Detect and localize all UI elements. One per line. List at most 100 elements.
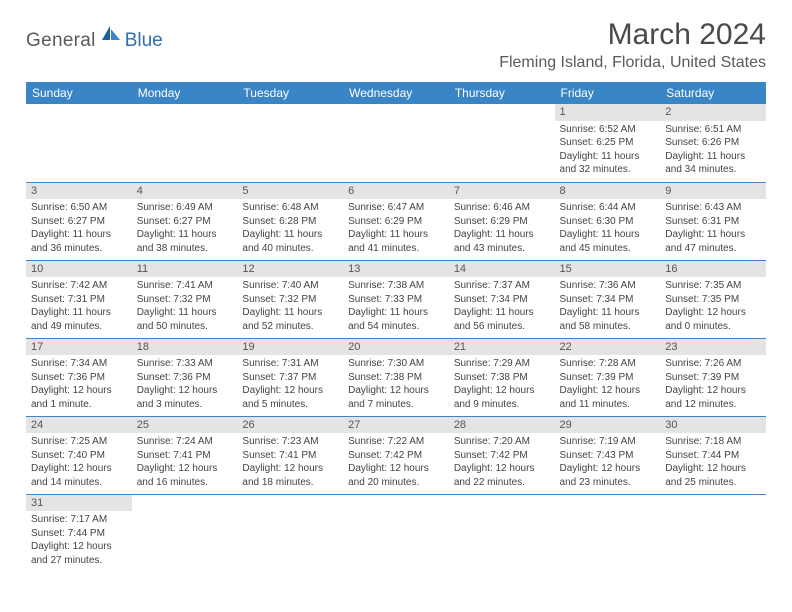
calendar-cell — [449, 494, 555, 572]
sunrise-text: Sunrise: 7:26 AM — [665, 357, 761, 371]
sunset-text: Sunset: 7:32 PM — [137, 293, 233, 307]
sunset-text: Sunset: 7:41 PM — [242, 449, 338, 463]
sunrise-text: Sunrise: 7:29 AM — [454, 357, 550, 371]
sail-icon — [100, 24, 122, 47]
day-number: 25 — [132, 417, 238, 434]
sunrise-text: Sunrise: 7:40 AM — [242, 279, 338, 293]
daylight-text: Daylight: 12 hours and 12 minutes. — [665, 384, 761, 411]
day-number: 20 — [343, 339, 449, 356]
calendar-cell — [555, 494, 661, 572]
daylight-text: Daylight: 12 hours and 9 minutes. — [454, 384, 550, 411]
calendar-cell: 4Sunrise: 6:49 AMSunset: 6:27 PMDaylight… — [132, 182, 238, 260]
calendar-cell: 20Sunrise: 7:30 AMSunset: 7:38 PMDayligh… — [343, 338, 449, 416]
day-body: Sunrise: 6:48 AMSunset: 6:28 PMDaylight:… — [237, 199, 343, 258]
sunset-text: Sunset: 6:30 PM — [560, 215, 656, 229]
sunrise-text: Sunrise: 6:43 AM — [665, 201, 761, 215]
calendar-row: 10Sunrise: 7:42 AMSunset: 7:31 PMDayligh… — [26, 260, 766, 338]
day-number: 4 — [132, 183, 238, 200]
sunrise-text: Sunrise: 7:24 AM — [137, 435, 233, 449]
calendar-cell: 14Sunrise: 7:37 AMSunset: 7:34 PMDayligh… — [449, 260, 555, 338]
day-number: 1 — [555, 104, 661, 121]
daylight-text: Daylight: 11 hours and 50 minutes. — [137, 306, 233, 333]
sunset-text: Sunset: 7:35 PM — [665, 293, 761, 307]
sunrise-text: Sunrise: 7:30 AM — [348, 357, 444, 371]
day-body: Sunrise: 7:30 AMSunset: 7:38 PMDaylight:… — [343, 355, 449, 414]
calendar-cell: 12Sunrise: 7:40 AMSunset: 7:32 PMDayligh… — [237, 260, 343, 338]
calendar-cell — [237, 104, 343, 182]
calendar-cell — [237, 494, 343, 572]
day-body: Sunrise: 7:36 AMSunset: 7:34 PMDaylight:… — [555, 277, 661, 336]
sunset-text: Sunset: 7:38 PM — [348, 371, 444, 385]
day-number: 16 — [660, 261, 766, 278]
calendar-cell — [132, 104, 238, 182]
calendar-row: 17Sunrise: 7:34 AMSunset: 7:36 PMDayligh… — [26, 338, 766, 416]
day-number — [449, 495, 555, 497]
sunrise-text: Sunrise: 7:34 AM — [31, 357, 127, 371]
day-body: Sunrise: 7:17 AMSunset: 7:44 PMDaylight:… — [26, 511, 132, 570]
daylight-text: Daylight: 12 hours and 1 minute. — [31, 384, 127, 411]
sunset-text: Sunset: 7:42 PM — [348, 449, 444, 463]
weekday-header: Friday — [555, 82, 661, 104]
brand-logo: General Blue — [26, 24, 163, 57]
sunset-text: Sunset: 7:34 PM — [454, 293, 550, 307]
sunrise-text: Sunrise: 7:25 AM — [31, 435, 127, 449]
sunset-text: Sunset: 6:25 PM — [560, 136, 656, 150]
calendar-cell — [449, 104, 555, 182]
sunrise-text: Sunrise: 6:47 AM — [348, 201, 444, 215]
sunset-text: Sunset: 7:38 PM — [454, 371, 550, 385]
daylight-text: Daylight: 12 hours and 22 minutes. — [454, 462, 550, 489]
daylight-text: Daylight: 11 hours and 32 minutes. — [560, 150, 656, 177]
day-number: 13 — [343, 261, 449, 278]
calendar-cell: 24Sunrise: 7:25 AMSunset: 7:40 PMDayligh… — [26, 416, 132, 494]
sunset-text: Sunset: 7:43 PM — [560, 449, 656, 463]
daylight-text: Daylight: 11 hours and 58 minutes. — [560, 306, 656, 333]
calendar-cell: 27Sunrise: 7:22 AMSunset: 7:42 PMDayligh… — [343, 416, 449, 494]
calendar-cell: 13Sunrise: 7:38 AMSunset: 7:33 PMDayligh… — [343, 260, 449, 338]
day-number — [343, 104, 449, 106]
calendar-cell: 29Sunrise: 7:19 AMSunset: 7:43 PMDayligh… — [555, 416, 661, 494]
sunset-text: Sunset: 6:29 PM — [454, 215, 550, 229]
daylight-text: Daylight: 11 hours and 41 minutes. — [348, 228, 444, 255]
sunset-text: Sunset: 7:36 PM — [137, 371, 233, 385]
day-body: Sunrise: 7:19 AMSunset: 7:43 PMDaylight:… — [555, 433, 661, 492]
day-body: Sunrise: 6:52 AMSunset: 6:25 PMDaylight:… — [555, 121, 661, 180]
day-number: 14 — [449, 261, 555, 278]
day-number: 2 — [660, 104, 766, 121]
calendar-cell: 10Sunrise: 7:42 AMSunset: 7:31 PMDayligh… — [26, 260, 132, 338]
day-number — [132, 495, 238, 497]
day-body: Sunrise: 7:41 AMSunset: 7:32 PMDaylight:… — [132, 277, 238, 336]
calendar-cell: 19Sunrise: 7:31 AMSunset: 7:37 PMDayligh… — [237, 338, 343, 416]
day-number: 30 — [660, 417, 766, 434]
sunrise-text: Sunrise: 6:52 AM — [560, 123, 656, 137]
daylight-text: Daylight: 12 hours and 7 minutes. — [348, 384, 444, 411]
daylight-text: Daylight: 11 hours and 52 minutes. — [242, 306, 338, 333]
day-body: Sunrise: 6:46 AMSunset: 6:29 PMDaylight:… — [449, 199, 555, 258]
calendar-cell: 5Sunrise: 6:48 AMSunset: 6:28 PMDaylight… — [237, 182, 343, 260]
day-body: Sunrise: 7:23 AMSunset: 7:41 PMDaylight:… — [237, 433, 343, 492]
day-body: Sunrise: 7:37 AMSunset: 7:34 PMDaylight:… — [449, 277, 555, 336]
daylight-text: Daylight: 11 hours and 40 minutes. — [242, 228, 338, 255]
calendar-cell — [26, 104, 132, 182]
day-body: Sunrise: 6:50 AMSunset: 6:27 PMDaylight:… — [26, 199, 132, 258]
day-body: Sunrise: 7:34 AMSunset: 7:36 PMDaylight:… — [26, 355, 132, 414]
sunset-text: Sunset: 6:31 PM — [665, 215, 761, 229]
daylight-text: Daylight: 12 hours and 18 minutes. — [242, 462, 338, 489]
sunset-text: Sunset: 7:31 PM — [31, 293, 127, 307]
calendar-cell: 21Sunrise: 7:29 AMSunset: 7:38 PMDayligh… — [449, 338, 555, 416]
sunset-text: Sunset: 6:27 PM — [137, 215, 233, 229]
day-body: Sunrise: 7:38 AMSunset: 7:33 PMDaylight:… — [343, 277, 449, 336]
calendar-cell: 30Sunrise: 7:18 AMSunset: 7:44 PMDayligh… — [660, 416, 766, 494]
day-body: Sunrise: 7:24 AMSunset: 7:41 PMDaylight:… — [132, 433, 238, 492]
daylight-text: Daylight: 11 hours and 49 minutes. — [31, 306, 127, 333]
day-number: 17 — [26, 339, 132, 356]
day-number: 31 — [26, 495, 132, 512]
brand-text-blue: Blue — [125, 30, 163, 52]
header: General Blue March 2024 Fleming Island, … — [26, 18, 766, 72]
calendar-cell: 15Sunrise: 7:36 AMSunset: 7:34 PMDayligh… — [555, 260, 661, 338]
daylight-text: Daylight: 12 hours and 11 minutes. — [560, 384, 656, 411]
calendar-cell: 22Sunrise: 7:28 AMSunset: 7:39 PMDayligh… — [555, 338, 661, 416]
daylight-text: Daylight: 12 hours and 5 minutes. — [242, 384, 338, 411]
day-body: Sunrise: 6:47 AMSunset: 6:29 PMDaylight:… — [343, 199, 449, 258]
daylight-text: Daylight: 12 hours and 14 minutes. — [31, 462, 127, 489]
sunrise-text: Sunrise: 7:33 AM — [137, 357, 233, 371]
